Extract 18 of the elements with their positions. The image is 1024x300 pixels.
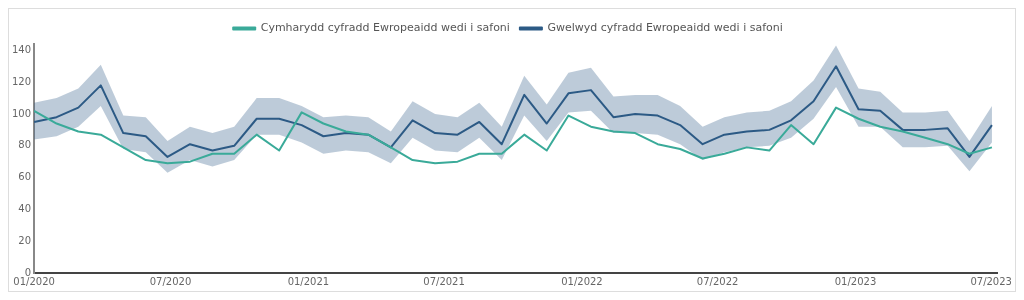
x-tick-label: 01/2023: [834, 275, 877, 287]
y-tick-label: 140: [11, 43, 32, 55]
y-tick-label: 60: [18, 171, 32, 183]
legend-label: Gwelwyd cyfradd Ewropeaidd wedi i safoni: [547, 21, 783, 35]
y-tick-label: 80: [18, 139, 32, 151]
y-tick-label: 100: [11, 107, 32, 119]
x-tick-label: 01/2022: [561, 275, 603, 287]
x-tick-label: 07/2023: [970, 275, 1012, 287]
x-tick-label: 07/2020: [149, 275, 192, 287]
x-tick-label: 01/2021: [287, 275, 330, 287]
x-tick-label: 07/2021: [423, 275, 465, 287]
y-tick-label: 120: [11, 75, 32, 87]
y-tick-label: 40: [18, 202, 32, 214]
x-tick-label: 01/2020: [13, 275, 55, 287]
y-tick-label: 0: [24, 266, 32, 278]
x-tick-label: 07/2022: [696, 275, 739, 287]
y-tick-label: 20: [18, 234, 32, 246]
legend-label: Cymharydd cyfradd Ewropeaidd wedi i safoni: [260, 21, 510, 35]
